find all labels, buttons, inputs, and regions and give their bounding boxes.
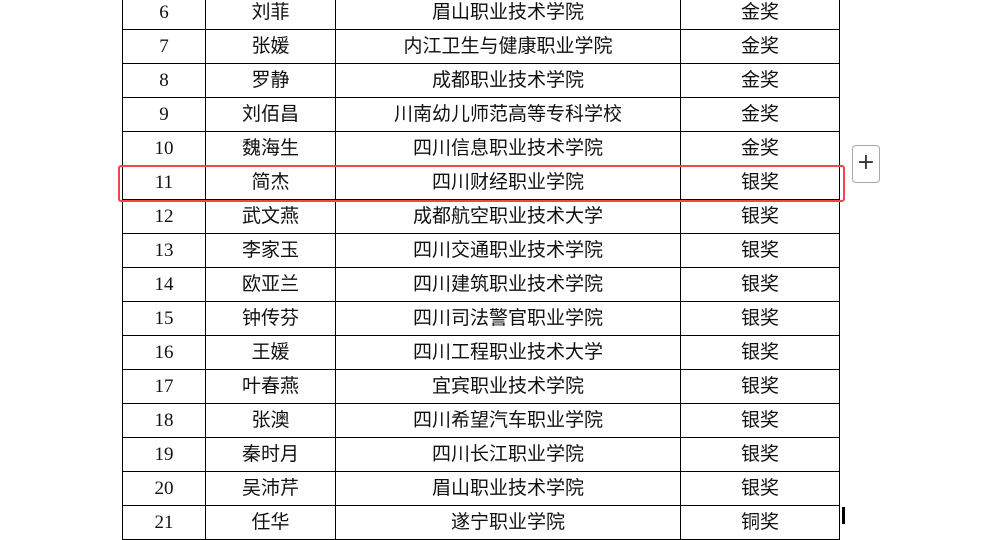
student-name-cell[interactable]: 欧亚兰 [205,267,336,302]
plus-icon: + [856,150,876,175]
row-number-cell[interactable]: 12 [122,199,206,234]
award-level-cell[interactable]: 银奖 [680,199,840,234]
student-name-cell[interactable]: 秦时月 [205,437,336,472]
school-name-cell[interactable]: 眉山职业技术学院 [335,471,681,506]
school-name-cell[interactable]: 宜宾职业技术学院 [335,369,681,404]
award-level-cell[interactable]: 银奖 [680,267,840,302]
award-level-cell[interactable]: 铜奖 [680,505,840,540]
award-level-cell[interactable]: 银奖 [680,403,840,438]
school-name-cell[interactable]: 四川建筑职业技术学院 [335,267,681,302]
row-number-cell[interactable]: 9 [122,97,206,132]
table-row: 15 钟传芬 四川司法警官职业学院 银奖 [122,301,840,336]
award-level-cell[interactable]: 金奖 [680,29,840,64]
school-name-cell[interactable]: 遂宁职业学院 [335,505,681,540]
row-number-cell[interactable]: 21 [122,505,206,540]
school-name-cell[interactable]: 四川工程职业技术大学 [335,335,681,370]
school-name-cell[interactable]: 四川长江职业学院 [335,437,681,472]
student-name-cell[interactable]: 叶春燕 [205,369,336,404]
student-name-cell[interactable]: 任华 [205,505,336,540]
table-resize-handle[interactable] [842,507,845,524]
table-row: 6 刘菲 眉山职业技术学院 金奖 [122,0,840,30]
table-row: 14 欧亚兰 四川建筑职业技术学院 银奖 [122,267,840,302]
school-name-cell[interactable]: 内江卫生与健康职业学院 [335,29,681,64]
student-name-cell[interactable]: 简杰 [205,165,336,200]
table-row: 17 叶春燕 宜宾职业技术学院 银奖 [122,369,840,404]
student-name-cell[interactable]: 魏海生 [205,131,336,166]
row-number-cell[interactable]: 17 [122,369,206,404]
table-row: 12 武文燕 成都航空职业技术大学 银奖 [122,199,840,234]
table-row: 21 任华 遂宁职业学院 铜奖 [122,505,840,540]
table-row: 19 秦时月 四川长江职业学院 银奖 [122,437,840,472]
award-level-cell[interactable]: 银奖 [680,335,840,370]
row-number-cell[interactable]: 10 [122,131,206,166]
row-number-cell[interactable]: 7 [122,29,206,64]
table-row: 8 罗静 成都职业技术学院 金奖 [122,63,840,98]
student-name-cell[interactable]: 钟传芬 [205,301,336,336]
student-name-cell[interactable]: 张媛 [205,29,336,64]
row-number-cell[interactable]: 13 [122,233,206,268]
award-level-cell[interactable]: 银奖 [680,233,840,268]
school-name-cell[interactable]: 成都职业技术学院 [335,63,681,98]
student-name-cell[interactable]: 吴沛芹 [205,471,336,506]
row-number-cell[interactable]: 19 [122,437,206,472]
school-name-cell[interactable]: 四川信息职业技术学院 [335,131,681,166]
row-number-cell[interactable]: 14 [122,267,206,302]
table-row: 10 魏海生 四川信息职业技术学院 金奖 [122,131,840,166]
school-name-cell[interactable]: 四川司法警官职业学院 [335,301,681,336]
school-name-cell[interactable]: 川南幼儿师范高等专科学校 [335,97,681,132]
student-name-cell[interactable]: 刘佰昌 [205,97,336,132]
award-level-cell[interactable]: 金奖 [680,63,840,98]
award-level-cell[interactable]: 银奖 [680,301,840,336]
school-name-cell[interactable]: 四川财经职业学院 [335,165,681,200]
award-level-cell[interactable]: 金奖 [680,131,840,166]
award-level-cell[interactable]: 银奖 [680,471,840,506]
row-number-cell[interactable]: 15 [122,301,206,336]
table-row: 7 张媛 内江卫生与健康职业学院 金奖 [122,29,840,64]
award-level-cell[interactable]: 金奖 [680,97,840,132]
table-row: 11 简杰 四川财经职业学院 银奖 [122,165,840,200]
school-name-cell[interactable]: 四川交通职业技术学院 [335,233,681,268]
row-number-cell[interactable]: 20 [122,471,206,506]
student-name-cell[interactable]: 王媛 [205,335,336,370]
student-name-cell[interactable]: 刘菲 [205,0,336,30]
table-row: 20 吴沛芹 眉山职业技术学院 银奖 [122,471,840,506]
award-level-cell[interactable]: 银奖 [680,165,840,200]
award-level-cell[interactable]: 银奖 [680,437,840,472]
award-level-cell[interactable]: 银奖 [680,369,840,404]
row-number-cell[interactable]: 6 [122,0,206,30]
student-name-cell[interactable]: 李家玉 [205,233,336,268]
award-level-cell[interactable]: 金奖 [680,0,840,30]
school-name-cell[interactable]: 成都航空职业技术大学 [335,199,681,234]
student-name-cell[interactable]: 罗静 [205,63,336,98]
awards-table: 6 刘菲 眉山职业技术学院 金奖 7 张媛 内江卫生与健康职业学院 金奖 8 罗静 成都职业技术学院… [122,0,840,540]
row-number-cell[interactable]: 18 [122,403,206,438]
table-row: 16 王媛 四川工程职业技术大学 银奖 [122,335,840,370]
student-name-cell[interactable]: 武文燕 [205,199,336,234]
table-row: 18 张澳 四川希望汽车职业学院 银奖 [122,403,840,438]
table-row: 9 刘佰昌 川南幼儿师范高等专科学校 金奖 [122,97,840,132]
table-row: 13 李家玉 四川交通职业技术学院 银奖 [122,233,840,268]
school-name-cell[interactable]: 四川希望汽车职业学院 [335,403,681,438]
row-number-cell[interactable]: 8 [122,63,206,98]
school-name-cell[interactable]: 眉山职业技术学院 [335,0,681,30]
student-name-cell[interactable]: 张澳 [205,403,336,438]
add-row-button[interactable]: + [852,145,880,183]
row-number-cell[interactable]: 16 [122,335,206,370]
row-number-cell[interactable]: 11 [122,165,206,200]
